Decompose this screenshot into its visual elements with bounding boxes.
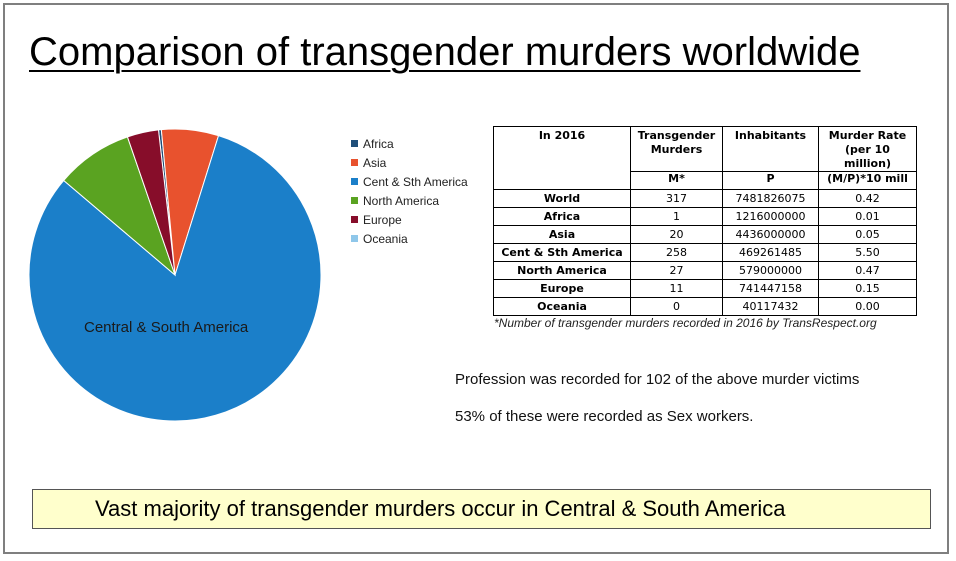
conclusion-banner: Vast majority of transgender murders occ…: [32, 489, 931, 529]
table-row: World 317 7481826075 0.42: [493, 189, 917, 208]
slide: Comparison of transgender murders worldw…: [3, 3, 949, 554]
table-cell: 4436000000: [722, 225, 819, 244]
table-cell: 0.05: [818, 225, 917, 244]
table-row: Africa 1 1216000000 0.01: [493, 207, 917, 226]
pie-chart: [28, 128, 322, 422]
table-cell: 5.50: [818, 243, 917, 262]
table-row: Oceania 0 40117432 0.00: [493, 297, 917, 316]
table-cell: 0.42: [818, 189, 917, 208]
legend-label: Cent & Sth America: [363, 174, 468, 189]
legend-item: Africa: [351, 134, 468, 153]
table-subheader-cell: (M/P)*10 mill: [818, 171, 917, 190]
data-table: In 2016 Transgender Murders Inhabitants …: [493, 126, 917, 316]
table-header-row: In 2016 Transgender Murders Inhabitants …: [493, 126, 917, 172]
table-cell: 0.15: [818, 279, 917, 298]
legend-swatch: [351, 159, 358, 166]
table-cell: 1216000000: [722, 207, 819, 226]
table-footnote: *Number of transgender murders recorded …: [494, 316, 877, 330]
table-cell: 1: [630, 207, 723, 226]
table-cell: 11: [630, 279, 723, 298]
table-cell: 741447158: [722, 279, 819, 298]
table-cell: 0.00: [818, 297, 917, 316]
legend-label: Asia: [363, 155, 387, 170]
table-row: Asia 20 4436000000 0.05: [493, 225, 917, 244]
legend-item: North America: [351, 191, 468, 210]
table-row-name: Oceania: [493, 297, 631, 316]
legend-label: Europe: [363, 212, 402, 227]
chart-legend: Africa Asia Cent & Sth America North Americ…: [351, 134, 468, 248]
legend-label: Africa: [363, 136, 394, 151]
legend-swatch: [351, 216, 358, 223]
table-row-name: Europe: [493, 279, 631, 298]
table-subheader-cell: [493, 171, 631, 190]
legend-item: Cent & Sth America: [351, 172, 468, 191]
table-row-name: World: [493, 189, 631, 208]
table-row-name: North America: [493, 261, 631, 280]
table-row: Europe 11 741447158 0.15: [493, 279, 917, 298]
legend-swatch: [351, 140, 358, 147]
pie-slice-europe: [126, 129, 176, 276]
table-cell: 7481826075: [722, 189, 819, 208]
table-body: World 317 7481826075 0.42 Africa 1 1216000000 0…: [493, 189, 917, 316]
pie-slice-cent-sth-america: [28, 135, 322, 422]
table-cell: 579000000: [722, 261, 819, 280]
table-cell: 27: [630, 261, 723, 280]
table-cell: 0: [630, 297, 723, 316]
legend-item: Oceania: [351, 229, 468, 248]
pie-data-label: Central & South America: [84, 319, 249, 336]
table-cell: 20: [630, 225, 723, 244]
table-header-cell: In 2016: [493, 126, 631, 172]
table-row-name: Africa: [493, 207, 631, 226]
legend-item: Europe: [351, 210, 468, 229]
table-cell: 0.47: [818, 261, 917, 280]
table-row-name: Cent & Sth America: [493, 243, 631, 262]
banner-text: Vast majority of transgender murders occ…: [95, 496, 786, 521]
table-header-cell: Murder Rate (per 10 million): [818, 126, 917, 172]
legend-item: Asia: [351, 153, 468, 172]
table-row: Cent & Sth America 258 469261485 5.50: [493, 243, 917, 262]
table-subheader-row: M* P (M/P)*10 mill: [493, 171, 917, 190]
table-subheader-cell: P: [722, 171, 819, 190]
legend-swatch: [351, 197, 358, 204]
table-subheader-cell: M*: [630, 171, 723, 190]
legend-swatch: [351, 178, 358, 185]
table-header-cell: Inhabitants: [722, 126, 819, 172]
page-title: Comparison of transgender murders worldw…: [29, 30, 861, 74]
table-cell: 40117432: [722, 297, 819, 316]
table-cell: 258: [630, 243, 723, 262]
note-sex-workers: 53% of these were recorded as Sex worker…: [455, 408, 754, 425]
table-cell: 469261485: [722, 243, 819, 262]
note-profession: Profession was recorded for 102 of the a…: [455, 371, 860, 388]
legend-label: Oceania: [363, 231, 408, 246]
table-row: North America 27 579000000 0.47: [493, 261, 917, 280]
table-header-cell: Transgender Murders: [630, 126, 723, 172]
table-cell: 0.01: [818, 207, 917, 226]
legend-label: North America: [363, 193, 440, 208]
table-cell: 317: [630, 189, 723, 208]
table-row-name: Asia: [493, 225, 631, 244]
legend-swatch: [351, 235, 358, 242]
